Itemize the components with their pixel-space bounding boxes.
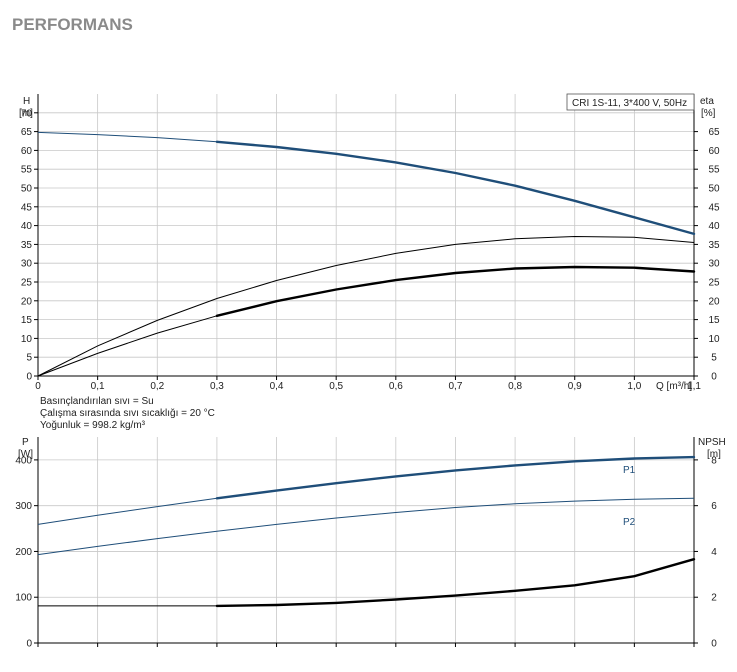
bottom-y2-unit: [m]: [707, 449, 721, 460]
series-line-0-thin: [37, 131, 217, 143]
top-chart-series: [37, 131, 696, 377]
y2-tick-label: 2: [711, 593, 717, 604]
y2-tick-label: 4: [711, 547, 717, 558]
y2-tick-label: 5: [711, 353, 717, 364]
series-line-0-thin: [37, 497, 217, 525]
y2-tick-label: 60: [708, 146, 720, 157]
y2-tick-label: 40: [708, 221, 720, 232]
note-fluid: Basınçlandırılan sıvı = Su: [40, 396, 154, 407]
bottom-chart-ticks: 0 100 200 300 400 0 2 4 6 8: [15, 455, 717, 649]
y2-tick-label: 0: [711, 372, 717, 383]
legend-box: [566, 93, 695, 111]
x-tick-label: 0,7: [449, 381, 463, 392]
series-line-1-thin: [37, 497, 695, 556]
x-tick-label: 1,1: [687, 381, 701, 392]
y-tick-label: 55: [21, 165, 33, 176]
series-line-2-thick: [215, 558, 696, 608]
legend-box-label: CRI 1S-11, 3*400 V, 50Hz: [572, 98, 687, 109]
bottom-chart-series: [37, 455, 696, 608]
x-tick-label: 0,6: [389, 381, 403, 392]
top-y-unit: [m]: [19, 108, 33, 119]
y-tick-label: 100: [15, 593, 32, 604]
series-label-p1: P1: [623, 465, 636, 476]
bottom-y-unit: [W]: [18, 449, 33, 460]
x-tick-label: 0,5: [329, 381, 343, 392]
y2-tick-label: 35: [708, 240, 720, 251]
y-tick-label: 400: [15, 455, 32, 466]
x-tick-label: 0,1: [91, 381, 105, 392]
series-line-1-thin: [37, 235, 695, 377]
top-y2-unit: [%]: [701, 108, 716, 119]
series-line-2-thick: [215, 265, 696, 317]
y-tick-label: 40: [21, 221, 33, 232]
bottom-chart-axes: [37, 437, 695, 644]
series-line-0-thick: [215, 140, 696, 236]
bottom-y-label: P: [22, 437, 29, 448]
page-title: PERFORMANS: [12, 15, 133, 34]
y2-tick-label: 6: [711, 501, 717, 512]
y-tick-label: 70: [21, 108, 33, 119]
note-density: Yoğunluk = 998.2 kg/m³: [40, 420, 146, 431]
y2-tick-label: 65: [708, 127, 720, 138]
series-line-2-thin: [37, 315, 218, 377]
x-tick-label: 0,9: [568, 381, 582, 392]
y-tick-label: 50: [21, 184, 33, 195]
y2-tick-label: 20: [708, 296, 720, 307]
y-tick-label: 65: [21, 127, 33, 138]
y-tick-label: 30: [21, 259, 33, 270]
bottom-y2-label: NPSH: [698, 437, 726, 448]
top-y-label: H: [23, 96, 30, 107]
y2-tick-label: 25: [708, 278, 720, 289]
top-y2-label: eta: [700, 96, 714, 107]
series-line-0-thick: [215, 455, 696, 500]
y2-tick-label: 30: [708, 259, 720, 270]
y-tick-label: 200: [15, 547, 32, 558]
y-tick-label: 5: [26, 353, 32, 364]
top-chart-ticks: 0 5 10 15 20 25 30 35 40 45 50 55 60 65 70 0 5 10 15 20 25 30…: [21, 108, 720, 392]
note-temperature: Çalışma sırasında sıvı sıcaklığı = 20 °C: [40, 408, 215, 419]
y-tick-label: 0: [26, 639, 32, 650]
x-tick-label: 1,0: [627, 381, 641, 392]
x-tick-label: 0,4: [270, 381, 284, 392]
y-tick-label: 20: [21, 296, 33, 307]
x-tick-label: 0,3: [210, 381, 224, 392]
bottom-chart-grid: [37, 437, 695, 644]
y2-tick-label: 0: [711, 639, 717, 650]
x-tick-label: 0: [35, 381, 41, 392]
y-tick-label: 45: [21, 202, 33, 213]
y-tick-label: 60: [21, 146, 33, 157]
y-tick-label: 35: [21, 240, 33, 251]
y2-tick-label: 8: [711, 455, 717, 466]
series-label-p2: P2: [623, 517, 636, 528]
x-tick-label: 0,2: [150, 381, 164, 392]
y-tick-label: 0: [26, 372, 32, 383]
y2-tick-label: 15: [708, 315, 720, 326]
x-tick-label: 0,8: [508, 381, 522, 392]
y2-tick-label: 10: [708, 334, 720, 345]
y2-tick-label: 55: [708, 165, 720, 176]
y-tick-label: 300: [15, 501, 32, 512]
y2-tick-label: 50: [708, 184, 720, 195]
y-tick-label: 10: [21, 334, 33, 345]
top-x-label: Q [m³/h]: [656, 381, 692, 392]
y-tick-label: 25: [21, 278, 33, 289]
y2-tick-label: 45: [708, 202, 720, 213]
y-tick-label: 15: [21, 315, 33, 326]
